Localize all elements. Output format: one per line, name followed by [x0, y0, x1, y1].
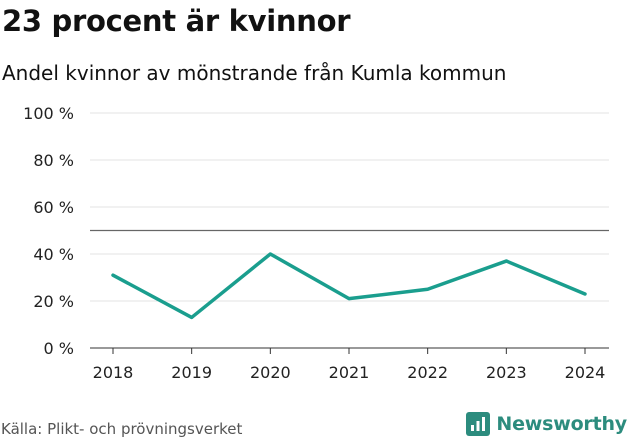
data-point	[111, 273, 115, 277]
line-chart: 0 % 20 % 40 % 60 % 80 % 100 % 2018 2019 2020 2021…	[23, 104, 609, 382]
chart-subtitle: Andel kvinnor av mönstrande från Kumla k…	[2, 61, 507, 85]
data-point	[268, 252, 272, 256]
data-point	[190, 315, 194, 319]
data-point	[347, 297, 351, 301]
x-tick-label: 2019	[171, 363, 212, 382]
y-tick-label: 80 %	[33, 151, 74, 170]
chart-title: 23 procent är kvinnor	[2, 4, 351, 38]
y-tick-label: 20 %	[33, 292, 74, 311]
x-tick-label: 2023	[486, 363, 527, 382]
x-tick-label: 2021	[329, 363, 370, 382]
x-tick-label: 2018	[93, 363, 134, 382]
brand-logo: Newsworthy	[466, 410, 627, 438]
data-point	[426, 287, 430, 291]
x-tick-label: 2024	[565, 363, 606, 382]
series-line	[111, 252, 587, 320]
data-point	[583, 292, 587, 296]
y-tick-label: 60 %	[33, 198, 74, 217]
data-point	[504, 259, 508, 263]
y-tick-label: 0 %	[44, 339, 74, 358]
x-tick-label: 2022	[407, 363, 448, 382]
y-tick-label: 100 %	[23, 104, 74, 123]
bar-chart-icon	[466, 412, 491, 436]
source-note: Källa: Plikt- och prövningsverket	[1, 420, 243, 438]
brand-name: Newsworthy	[496, 413, 627, 435]
y-tick-label: 40 %	[33, 245, 74, 264]
x-tick-label: 2020	[250, 363, 291, 382]
